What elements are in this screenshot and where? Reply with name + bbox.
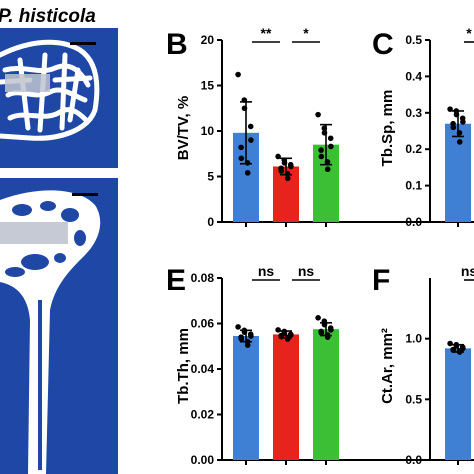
bar-e-2 [313, 329, 339, 460]
micro-ct-top [0, 28, 118, 168]
bar-e-1 [273, 334, 299, 460]
data-point-b-1 [275, 153, 281, 160]
y-tick-label-e: 0.04 [191, 362, 215, 376]
data-point-e-0 [244, 342, 251, 348]
data-point-f-0 [456, 349, 463, 355]
y-tick-label-c: 0.4 [405, 69, 422, 83]
data-point-c-0 [456, 139, 463, 145]
bar-e-0 [233, 336, 259, 460]
data-point-b-1 [284, 170, 291, 177]
data-point-e-2 [318, 330, 325, 336]
data-point-b-2 [318, 147, 324, 153]
data-point-b-0 [247, 123, 254, 130]
data-point-c-0 [456, 130, 463, 136]
data-point-c-0 [450, 124, 457, 131]
data-point-c-0 [447, 106, 453, 112]
data-point-b-1 [278, 168, 285, 174]
panel-f-chart: 0.0 0.5 1.0 ns [405, 263, 474, 467]
data-point-f-0 [447, 340, 453, 347]
y-tick-label-b: 20 [201, 33, 215, 47]
micro-ct-bottom-growth-plate [0, 222, 68, 244]
data-point-b-2 [324, 159, 331, 165]
data-point-b-2 [328, 143, 334, 150]
panel-e-chart: 0.00 0.02 0.04 0.06 0.08 ns ns [191, 263, 474, 467]
y-tick-label-f: 0.0 [405, 453, 422, 467]
y-tick-label-c: 0.3 [405, 106, 422, 120]
data-point-e-2 [328, 327, 334, 333]
data-point-e-2 [321, 321, 328, 328]
y-tick-label-c: 0.5 [405, 33, 422, 47]
data-point-e-0 [248, 333, 254, 339]
y-tick-label-f: 1.0 [405, 332, 422, 346]
data-point-b-1 [281, 160, 288, 166]
data-point-b-0 [238, 155, 245, 162]
micro-ct-title: P. histicola [0, 6, 96, 27]
data-point-f-0 [450, 347, 457, 353]
data-point-b-0 [248, 137, 254, 143]
data-point-f-0 [453, 343, 460, 349]
data-point-e-2 [315, 315, 321, 321]
data-point-b-2 [315, 111, 321, 118]
data-point-e-0 [241, 329, 248, 335]
y-tick-label-b: 10 [201, 124, 215, 138]
y-tick-label-c: 0.2 [405, 142, 422, 156]
y-tick-label-c: 0.1 [405, 179, 422, 193]
data-point-e-0 [238, 336, 245, 342]
femur-head-cavities [5, 201, 86, 470]
bar-c-0 [445, 123, 471, 222]
significance-label-b-1: * [303, 25, 309, 41]
panel-letter-e: E [166, 264, 186, 297]
scale-bar-bottom [72, 193, 98, 196]
data-point-b-2 [318, 153, 325, 160]
data-point-b-1 [284, 175, 291, 182]
significance-label-f-0: ns [461, 263, 474, 279]
y-axis-label-f: Ct.Ar, mm² [379, 328, 396, 404]
data-point-b-1 [288, 163, 294, 170]
data-point-b-2 [327, 135, 334, 142]
y-tick-label-b: 0 [207, 215, 214, 229]
data-point-b-2 [324, 166, 331, 173]
data-point-e-1 [284, 336, 291, 342]
micro-ct-top-growth-plate [5, 74, 50, 92]
y-tick-label-e: 0.00 [191, 453, 215, 467]
data-point-e-1 [275, 327, 281, 333]
data-point-b-0 [238, 144, 244, 151]
panel-letter-b: B [166, 28, 188, 61]
y-tick-label-f: 0.5 [405, 392, 422, 406]
data-point-b-0 [241, 105, 248, 112]
scale-bar-top [70, 42, 96, 45]
significance-label-c-0: * [466, 25, 472, 41]
panel-letter-c: C [372, 28, 394, 61]
significance-label-b-0: ** [261, 25, 272, 41]
bar-f-0 [445, 348, 471, 460]
y-tick-label-b: 15 [201, 79, 215, 93]
y-tick-label-b: 5 [207, 170, 214, 184]
data-point-b-2 [321, 130, 328, 136]
data-point-c-0 [460, 119, 466, 125]
y-tick-label-e: 0.06 [191, 317, 215, 331]
panel-letter-f: F [372, 264, 390, 297]
data-point-b-0 [235, 71, 241, 78]
micro-ct-bottom [0, 178, 118, 474]
significance-label-e-0: ns [258, 263, 275, 279]
data-point-e-1 [278, 333, 285, 340]
y-axis-label-e: Tb.Th, mm [175, 328, 192, 404]
data-point-b-2 [321, 125, 328, 132]
significance-label-e-1: ns [298, 263, 315, 279]
y-axis-label-b: BV/TV, % [175, 96, 192, 160]
y-tick-label-e: 0.08 [191, 271, 215, 285]
data-point-b-0 [244, 170, 251, 176]
data-point-b-0 [244, 160, 251, 166]
data-point-e-2 [324, 334, 331, 340]
data-point-e-0 [235, 324, 241, 330]
data-point-c-0 [453, 111, 460, 118]
data-point-b-0 [241, 97, 248, 103]
y-axis-label-c: Tb.Sp, mm [379, 90, 396, 167]
panel-c-chart: 0.0 0.1 0.2 0.3 0.4 0.5 * [405, 25, 474, 229]
y-tick-label-c: 0.0 [405, 215, 422, 229]
y-tick-label-e: 0.02 [191, 408, 215, 422]
